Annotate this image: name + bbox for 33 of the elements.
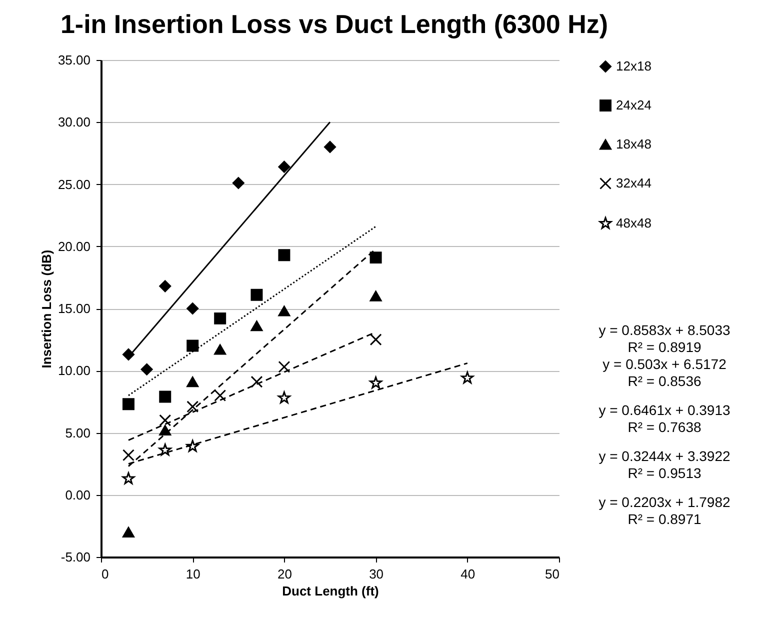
legend-label: 48x48 [616, 216, 652, 230]
legend-label: 18x48 [616, 136, 652, 152]
x-tick-label: 30 [369, 566, 384, 582]
text: R² = 0.8971 [626, 511, 702, 528]
y-tick-label: 5.00 [65, 425, 90, 440]
y-tick-label: 0.00 [65, 487, 90, 502]
y-tick-label: 20.00 [58, 238, 90, 254]
y-tick-label: 35.00 [58, 52, 90, 68]
text: R² = 0.9513 [626, 465, 702, 482]
x-tick-label: 40 [460, 566, 476, 582]
text: y = 0.503x + 6.5172 [602, 356, 728, 373]
x-axis-title: Duct Length (ft) [282, 584, 379, 598]
y-tick-label: 15.00 [58, 301, 90, 316]
text: y = 0.2203x + 1.7982 [598, 494, 732, 511]
y-axis-title: Insertion Loss (dB) [38, 250, 54, 368]
text: R² = 0.8919 [626, 339, 702, 356]
y-tick-label: 30.00 [58, 114, 90, 130]
x-tick-label: 50 [545, 566, 560, 582]
legend-label: 24x24 [616, 98, 652, 112]
y-tick-label: 25.00 [58, 176, 90, 192]
legend-label: 12x18 [616, 58, 652, 74]
text: R² = 0.8536 [626, 373, 702, 390]
text: y = 0.6461x + 0.3913 [598, 402, 732, 419]
x-tick-label: 10 [186, 566, 200, 582]
y-tick-label: 10.00 [58, 363, 90, 378]
chart-title: 1-in Insertion Loss vs Duct Length (6300 Hz) [60, 9, 608, 39]
y-tick-label: -5.00 [60, 550, 90, 564]
legend-label: 32x44 [616, 176, 652, 190]
text: y = 0.3244x + 3.3922 [598, 448, 732, 465]
x-tick-label: 0 [102, 566, 109, 582]
x-tick-label: 20 [277, 566, 292, 582]
text: R² = 0.7638 [626, 419, 702, 436]
text: y = 0.8583x + 8.5033 [598, 322, 732, 339]
